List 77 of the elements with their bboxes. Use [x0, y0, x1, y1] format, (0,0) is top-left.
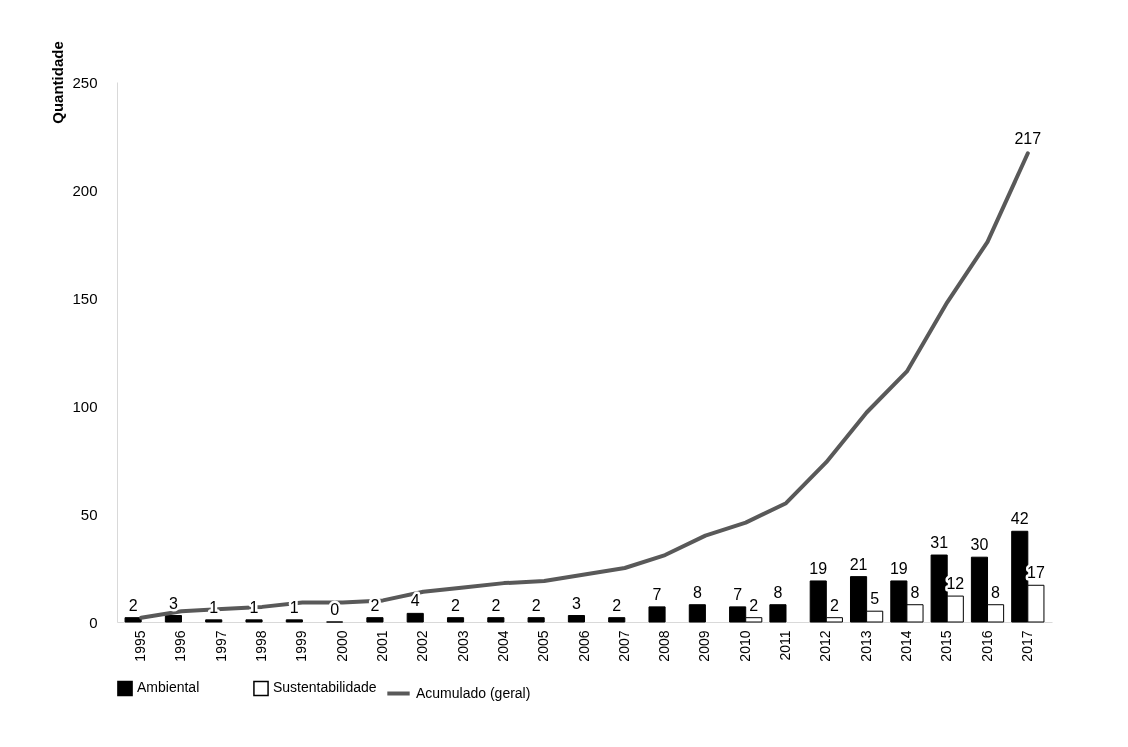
bar [608, 617, 626, 623]
bar [124, 617, 142, 623]
legend-label: Sustentabilidade [273, 679, 377, 696]
y-axis-title: Quantidade [48, 41, 66, 124]
y-tick-label: 250 [72, 73, 98, 91]
x-tick-label: 1995 [132, 630, 149, 662]
data-label: 31 [930, 534, 949, 552]
x-tick-label: 2007 [615, 630, 632, 662]
data-label: 1 [209, 598, 219, 616]
x-tick-label: 2010 [736, 630, 753, 662]
bar [245, 619, 263, 623]
data-label: 8 [692, 583, 702, 601]
x-tick-label: 2003 [454, 630, 471, 662]
data-label: 8 [773, 583, 783, 601]
x-tick-label: 2016 [978, 630, 995, 662]
y-tick-label: 200 [72, 181, 98, 199]
data-label: 2 [829, 596, 839, 614]
data-label: 19 [889, 559, 908, 577]
x-tick-label: 2015 [938, 630, 955, 662]
bar [406, 612, 424, 623]
data-label: 2 [451, 596, 461, 614]
bar [164, 615, 182, 623]
bar [567, 615, 585, 623]
data-label: 17 [1026, 564, 1045, 582]
x-tick-label: 2014 [897, 630, 914, 662]
bar [688, 604, 706, 623]
data-label: 5 [870, 590, 880, 608]
x-tick-label: 2011 [777, 630, 794, 661]
data-label: 42 [1010, 510, 1029, 528]
data-label: 2 [531, 596, 541, 614]
bar [205, 619, 223, 623]
bar [285, 619, 303, 623]
x-tick-label: 1999 [293, 630, 310, 662]
bar [487, 617, 505, 623]
x-tick-label: 1996 [172, 630, 189, 662]
y-tick-label: 100 [72, 397, 98, 415]
bar [527, 617, 545, 623]
y-tick-label: 0 [89, 613, 98, 631]
data-label: 2 [491, 596, 501, 614]
data-label: 4 [410, 592, 420, 610]
x-tick-label: 2002 [414, 630, 431, 662]
data-label: 7 [652, 585, 662, 603]
x-tick-label: 2004 [494, 630, 511, 662]
data-label: 8 [910, 583, 920, 601]
x-tick-label: 1997 [212, 630, 229, 662]
y-tick-label: 50 [80, 505, 98, 523]
data-label: 21 [849, 555, 868, 573]
x-tick-label: 2008 [656, 630, 673, 662]
x-tick-label: 2009 [696, 630, 713, 662]
data-label: 3 [571, 594, 581, 612]
data-label: 2 [612, 596, 622, 614]
x-tick-label: 2000 [333, 630, 350, 662]
x-tick-label: 2001 [373, 630, 390, 662]
data-label: 3 [168, 594, 178, 612]
data-label: 19 [809, 559, 828, 577]
y-tick-label: 150 [72, 289, 98, 307]
data-label: 2 [128, 596, 138, 614]
bar [446, 617, 465, 623]
x-tick-label: 2017 [1018, 630, 1035, 662]
data-label: 2 [749, 596, 759, 614]
x-tick-label: 2005 [535, 630, 552, 662]
x-tick-label: 1998 [253, 630, 270, 662]
x-tick-label: 2006 [575, 630, 592, 662]
data-label: 7 [733, 585, 743, 603]
legend-label: Acumulado (geral) [416, 684, 531, 701]
data-label: 0 [330, 601, 340, 618]
data-label: 217 [1014, 130, 1042, 148]
bar [769, 604, 787, 623]
x-tick-label: 2013 [857, 630, 874, 662]
data-label: 1 [249, 598, 259, 616]
legend-label: Ambiental [137, 679, 200, 696]
bar [366, 617, 384, 623]
line-series [139, 151, 1030, 620]
bar [648, 606, 666, 623]
data-label: 30 [970, 536, 989, 554]
data-label: 8 [991, 583, 1001, 601]
x-tick-label: 2012 [817, 630, 834, 662]
